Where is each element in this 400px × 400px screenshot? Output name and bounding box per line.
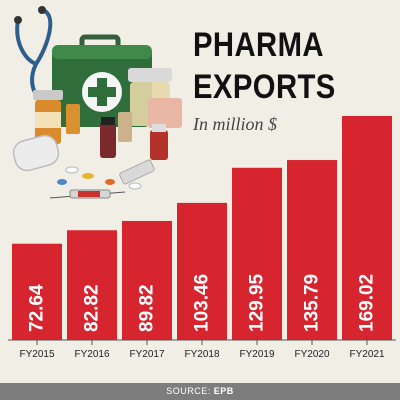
bar-FY2018 (177, 202, 227, 340)
chart-title-line1: PHARMA (193, 26, 324, 64)
x-tick-label-FY2016: FY2016 (74, 349, 109, 360)
x-tick-label-FY2019: FY2019 (239, 349, 274, 360)
chart-subtitle: In million $ (193, 114, 277, 134)
data-label-FY2015: 72.64 (27, 284, 48, 332)
bars-layer: 72.64 FY2015 82.82 FY2016 89.82 FY2017 103.46 F… (8, 116, 396, 360)
source-footer: SOURCE: EPB (0, 383, 400, 400)
x-tick-label-FY2015: FY2015 (19, 349, 54, 360)
x-tick-label-FY2018: FY2018 (184, 349, 219, 360)
data-label-FY2019: 129.95 (247, 273, 268, 332)
data-label-FY2021: 169.02 (357, 274, 378, 332)
bar-FY2020 (287, 160, 337, 340)
data-label-FY2017: 89.82 (137, 284, 158, 332)
x-tick-label-FY2021: FY2021 (349, 349, 384, 360)
pill-bottle-icon (33, 68, 182, 160)
bar-FY2015 (12, 243, 62, 340)
data-label-FY2020: 135.79 (302, 274, 323, 332)
source-label: SOURCE: (166, 386, 211, 396)
x-tick-label-FY2020: FY2020 (294, 349, 329, 360)
bar-FY2021 (342, 116, 392, 340)
data-label-FY2018: 103.46 (192, 274, 213, 332)
syringe-icon (49, 189, 126, 199)
data-label-FY2016: 82.82 (82, 284, 103, 332)
source-value: EPB (213, 386, 234, 396)
bar-FY2017 (122, 220, 172, 340)
bar-FY2019 (232, 167, 282, 340)
chart-title-line2: EXPORTS (193, 68, 336, 106)
pills-icon (12, 134, 155, 190)
x-tick-label-FY2017: FY2017 (129, 349, 164, 360)
bar-FY2016 (67, 230, 117, 340)
